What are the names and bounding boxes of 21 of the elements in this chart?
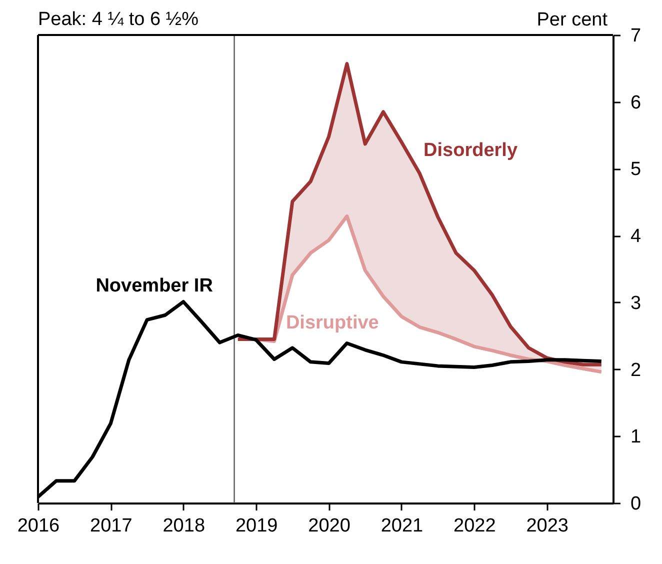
y-tick-label: 5 xyxy=(630,159,642,180)
x-tick-label: 2020 xyxy=(308,516,350,536)
x-tick-label: 2021 xyxy=(380,516,424,536)
y-tick-label: 4 xyxy=(630,226,642,248)
x-tick-label: 2022 xyxy=(454,516,496,536)
y-tick-label: 2 xyxy=(630,360,642,381)
series-label: Disruptive xyxy=(286,312,379,334)
y-tick-label: 1 xyxy=(630,426,642,448)
x-tick-label: 2018 xyxy=(162,516,206,536)
series-label: November IR xyxy=(96,276,214,297)
y-tick-label: 6 xyxy=(630,92,642,114)
y-axis-title: Per cent xyxy=(536,10,608,30)
y-tick-label: 7 xyxy=(630,26,642,46)
y-tick-label: 3 xyxy=(630,292,642,314)
x-tick-label: 2019 xyxy=(235,516,278,536)
x-tick-label: 2017 xyxy=(90,516,132,536)
series-label: Disorderly xyxy=(424,140,518,161)
x-tick-label: 2023 xyxy=(526,516,568,536)
chart-title: Peak: 4 ¼ to 6 ½% xyxy=(38,9,199,30)
x-tick-label: 2016 xyxy=(17,516,60,536)
y-tick-label: 0 xyxy=(630,494,642,514)
